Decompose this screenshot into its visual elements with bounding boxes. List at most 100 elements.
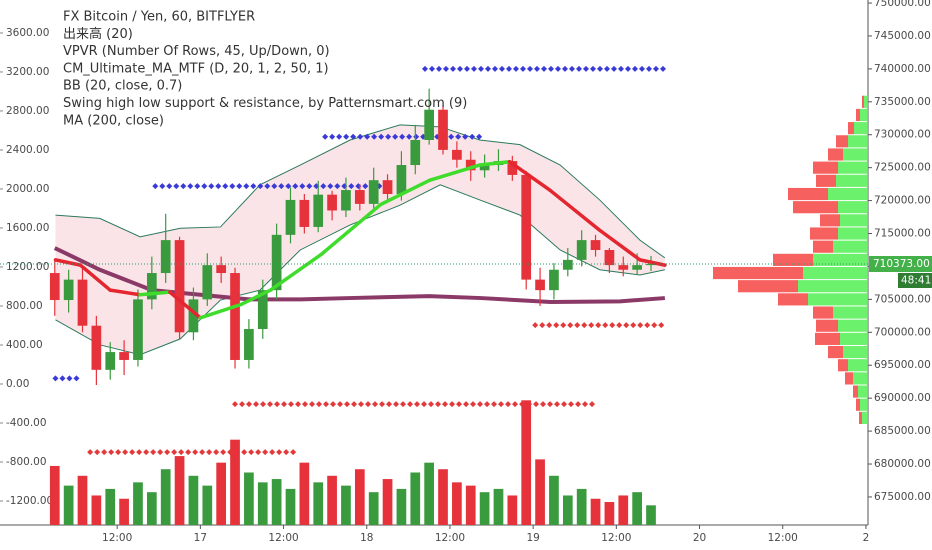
x-tick-label: 12:00 [601,532,631,544]
volume-bar [535,459,545,525]
legend-line: FX Bitcoin / Yen, 60, BITFLYER [63,10,255,25]
cm-ma-segment [428,163,482,182]
candle-body [174,240,185,333]
swing-level [532,322,665,329]
vpvr-up [862,411,868,425]
volume-bar [63,485,74,525]
volume-bar [230,439,240,525]
legend-line: 出来高 (20) [63,26,133,42]
candle-body [244,329,254,360]
y-tick-label: 740000.00 [874,63,931,75]
vpvr-down [813,306,833,319]
cm-ma-segment [478,159,512,167]
candle-body [438,109,448,150]
candle-body [188,299,199,333]
volume-bar [257,482,268,525]
vpvr-up [838,201,868,214]
candle-body [535,279,545,291]
countdown-tag [898,272,932,288]
vpvr-up [798,280,868,293]
vpvr-down [836,135,848,148]
last-price-tag [869,255,932,272]
ma200-line [53,246,666,305]
candle-body [590,240,601,250]
swing-level [152,183,383,190]
volume-bar [133,482,143,525]
y-tick-label: 750000.00 [874,0,931,9]
vpvr-up [854,122,868,135]
volume-bar [632,492,642,525]
volume-bar [382,479,393,525]
volume-bar [507,495,518,525]
swing-level [421,65,666,72]
y2-tick-label: 2800.00 [6,105,49,117]
vpvr-down [793,201,838,214]
vpvr-down [810,227,838,240]
volume-bar [160,469,171,525]
candle-body [576,240,587,260]
countdown-label: 48:41 [901,274,931,286]
vpvr-up [838,161,868,174]
volume-bar [549,475,559,525]
volume-bar [299,462,310,525]
volume-bar [327,475,337,525]
legend-line: BB (20, close, 0.7) [63,79,182,94]
vpvr-up [860,398,868,411]
vpvr-up [813,253,868,266]
volume-bar [493,488,504,525]
volume-bar [479,492,490,525]
y2-tick-label: 0.00 [6,378,29,390]
candle-body [646,263,656,266]
bb-upper [55,124,666,259]
vpvr-up [803,266,868,280]
vpvr-up [843,345,868,359]
legend-line: Swing high low support & resistance, by … [63,96,467,111]
x-tick-label: 12:00 [768,532,798,544]
vpvr-down [713,266,803,280]
y-tick-label: 700000.00 [874,326,931,338]
x-tick-label: 20 [693,532,706,544]
vpvr-up [860,108,868,122]
candle-body [618,265,629,270]
y-tick-label: 705000.00 [874,293,931,305]
y2-tick-label: 2400.00 [6,144,49,156]
y2-tick-label: 400.00 [6,339,43,351]
cm-ma-segment [268,252,323,292]
y-tick-label: 675000.00 [874,491,931,503]
candle-body [91,325,102,370]
vpvr-up [858,385,868,398]
vpvr-down [838,359,848,372]
volume-bar [49,465,60,525]
vpvr-up [838,319,868,332]
vpvr-down [813,240,833,253]
candle-body [146,273,157,300]
volume-bar [91,495,102,525]
cm-ma-segment [378,178,432,207]
swing-level [87,449,297,456]
y2-tick-label: 800.00 [6,300,43,312]
vpvr-down [845,372,853,385]
candle-body [479,165,490,171]
vpvr-down [859,411,862,425]
candle-body [257,290,268,330]
candle-body [424,109,434,141]
candle-body [230,273,240,360]
vpvr-down [820,214,840,227]
x-tick-label: 2 [863,532,870,544]
vpvr-down [813,161,838,174]
vpvr-down [828,345,843,359]
candle-body [216,265,227,274]
vpvr-up [838,227,868,240]
x-tick-label: 12:00 [435,532,465,544]
vpvr-down [788,187,828,201]
legend-line: MA (200, close) [63,113,164,128]
vpvr-down [856,398,860,411]
y-tick-label: 725000.00 [874,162,931,174]
y-tick-label: 730000.00 [874,129,931,141]
vpvr-down [815,332,840,345]
y2-tick-label: 2000.00 [6,183,49,195]
volume-bar [77,475,88,525]
y2-tick-label: 1600.00 [6,222,49,234]
volume-bar [341,485,351,525]
